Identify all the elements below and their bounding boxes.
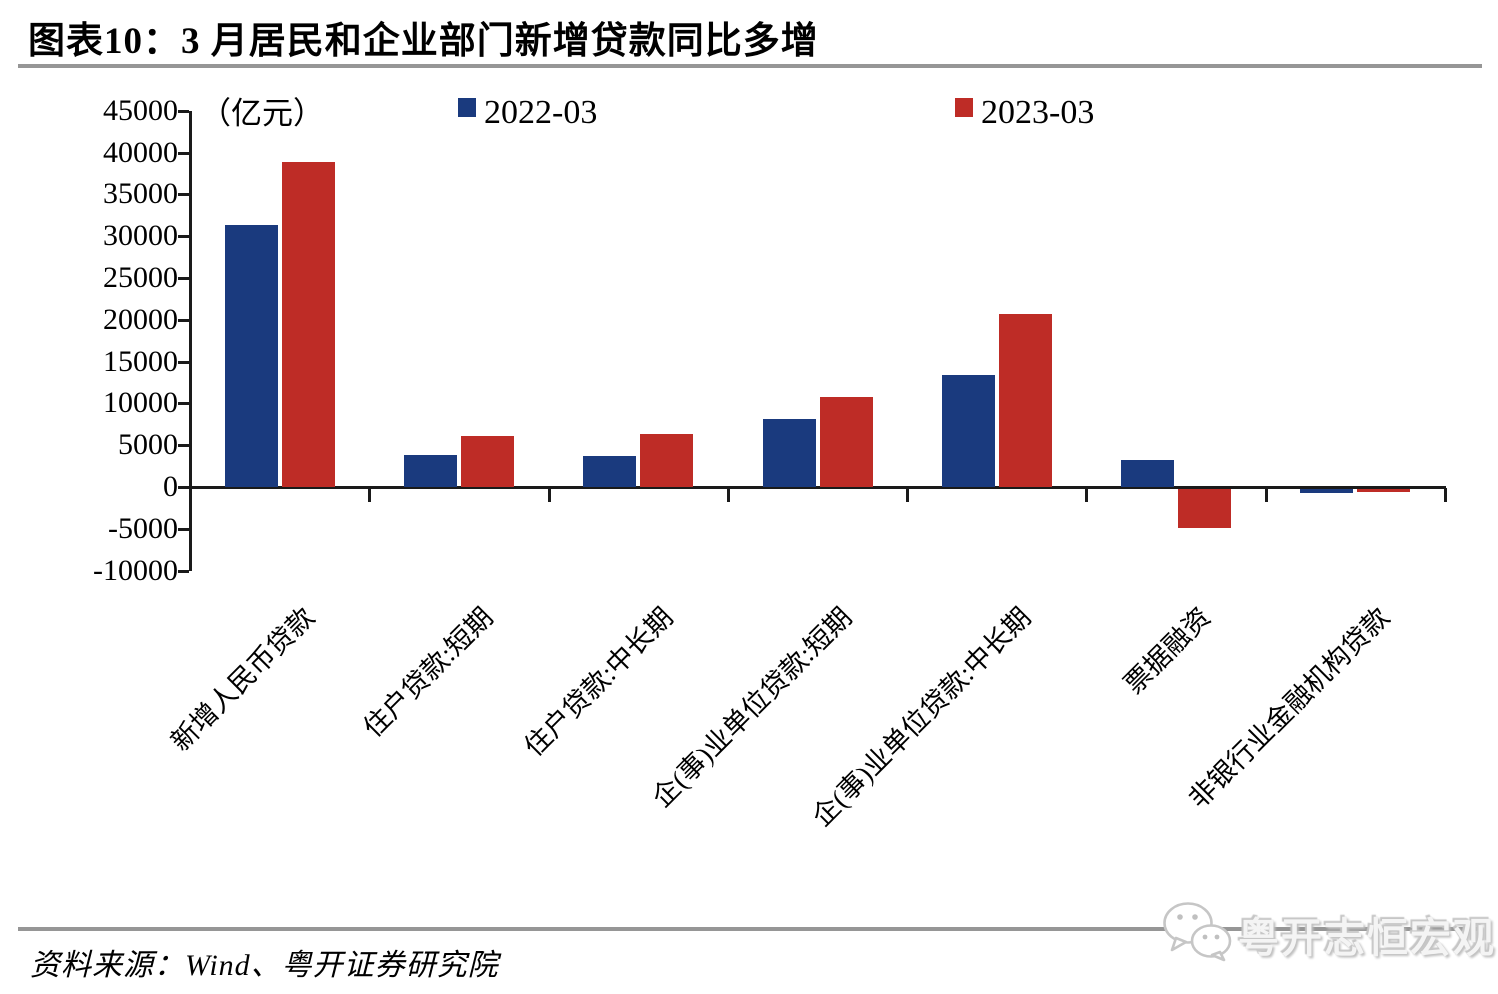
y-axis-tick	[178, 486, 189, 489]
legend-item-2023-03: 2023-03	[955, 94, 1094, 134]
source-note: 资料来源：Wind、粤开证券研究院	[30, 949, 499, 982]
x-axis-tick	[1264, 488, 1268, 502]
y-axis-tick-label: 45000	[103, 93, 178, 127]
bar-2022-03-2	[583, 455, 637, 487]
y-axis-tick	[178, 151, 189, 155]
bar-2023-03-3	[819, 396, 873, 487]
watermark-text: 粤开志恒宏观	[1238, 915, 1496, 961]
y-axis-tick	[178, 527, 189, 531]
bar-2022-03-6	[1300, 489, 1354, 493]
y-axis-tick-label: 0	[163, 470, 178, 503]
title-divider	[18, 64, 1482, 68]
y-axis-tick	[178, 444, 189, 448]
x-axis-tick	[906, 488, 910, 502]
bar-2023-03-1	[460, 436, 514, 487]
x-axis-category-label: 住户贷款:中长期	[518, 601, 679, 763]
bar-2023-03-5	[1178, 489, 1232, 529]
bar-2023-03-6	[1357, 489, 1411, 493]
y-axis-tick-label: 30000	[103, 219, 178, 253]
bar-2022-03-1	[403, 454, 457, 487]
legend-swatch-2023-03	[955, 98, 973, 117]
chart-title: 图表10：3 月居民和企业部门新增贷款同比多增	[28, 21, 819, 62]
y-axis-tick-label: 15000	[103, 344, 178, 378]
y-axis-tick-label: 5000	[118, 428, 178, 462]
y-axis-tick-label: 10000	[103, 386, 178, 420]
y-axis-tick	[178, 109, 189, 113]
x-axis-tick	[1085, 488, 1089, 502]
x-axis-category-label: 票据融资	[1118, 601, 1217, 700]
y-axis-tick-label: 40000	[103, 135, 178, 169]
y-axis-tick	[178, 277, 189, 280]
x-axis-tick	[547, 488, 551, 502]
y-axis-tick	[178, 235, 189, 239]
bar-2023-03-2	[640, 433, 694, 487]
y-axis-tick	[178, 402, 189, 406]
y-axis-tick-label: -5000	[108, 511, 178, 545]
y-axis-tick	[178, 318, 189, 322]
x-axis-category-label: 新增人民币贷款	[164, 601, 320, 757]
legend-label-2022-03: 2022-03	[484, 94, 598, 131]
x-axis-tick	[368, 488, 372, 502]
y-axis-tick-label: 25000	[103, 261, 178, 294]
bar-2022-03-4	[941, 374, 995, 487]
y-axis-line	[189, 110, 192, 571]
y-axis-unit-label: （亿元）	[200, 96, 324, 131]
y-axis-tick-label: 20000	[103, 302, 178, 336]
bar-2022-03-3	[762, 419, 816, 487]
wechat-icon	[1163, 902, 1232, 962]
y-axis-tick-label: 35000	[103, 177, 178, 211]
y-axis-tick-label: -10000	[93, 553, 178, 587]
bar-2023-03-4	[998, 313, 1052, 487]
legend-label-2023-03: 2023-03	[981, 94, 1095, 131]
x-axis-tick	[1444, 488, 1447, 502]
legend-swatch-2022-03	[458, 98, 476, 117]
watermark: 粤开志恒宏观	[1158, 886, 1494, 966]
x-axis-line	[189, 486, 1446, 489]
y-axis-tick	[178, 360, 189, 364]
y-axis-tick	[178, 193, 189, 197]
bar-2022-03-0	[224, 225, 278, 487]
bar-2022-03-5	[1121, 460, 1175, 487]
x-axis-tick	[726, 488, 730, 502]
x-axis-category-label: 住户贷款:短期	[358, 601, 500, 744]
y-axis-tick	[178, 569, 189, 573]
bar-2023-03-0	[281, 161, 335, 487]
legend-item-2022-03: 2022-03	[458, 94, 597, 134]
footer-divider	[18, 927, 1482, 931]
